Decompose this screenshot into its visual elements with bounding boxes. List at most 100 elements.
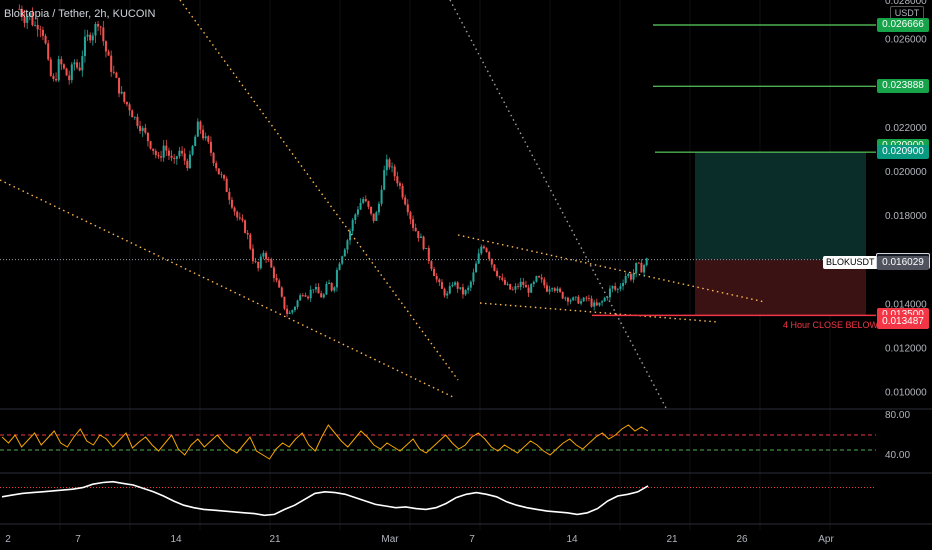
candle-body: [102, 27, 105, 42]
candle-body: [320, 293, 323, 298]
candle-body: [543, 279, 546, 286]
candle-body: [241, 218, 244, 221]
candle-body: [26, 16, 29, 23]
price-tick-label: 0.018000: [885, 211, 927, 222]
candle-body: [614, 285, 617, 290]
candle-body: [577, 296, 580, 304]
candle-body: [39, 29, 42, 31]
candle-body: [28, 12, 31, 17]
candle-body: [519, 281, 522, 288]
candle-body: [196, 121, 199, 137]
candle-body: [288, 312, 291, 314]
candle-body: [561, 291, 564, 299]
candle-body: [409, 212, 412, 220]
candle-body: [204, 136, 207, 139]
candle-body: [514, 286, 517, 290]
candle-body: [104, 41, 107, 52]
candle-body: [144, 127, 147, 133]
candle-body: [393, 166, 396, 177]
price-badge: 0.013487: [877, 314, 929, 329]
price-tick-label: 0.020000: [885, 167, 927, 178]
candle-body: [249, 234, 252, 249]
candle-body: [131, 110, 134, 118]
candle-body: [170, 155, 173, 158]
candle-body: [160, 156, 163, 158]
candle-body: [637, 262, 640, 264]
candle-body: [475, 263, 478, 273]
candle-body: [152, 148, 155, 151]
candle-body: [598, 302, 601, 306]
candle-body: [635, 262, 638, 274]
candle-body: [643, 265, 646, 273]
candle-body: [89, 34, 92, 41]
candle-body: [115, 72, 118, 78]
candle-body: [73, 62, 76, 65]
candle-body: [574, 296, 577, 298]
candle-body: [309, 289, 312, 299]
candle-body: [97, 23, 100, 27]
candle-body: [110, 55, 113, 72]
descending-support-line: [0, 179, 454, 398]
candle-body: [254, 261, 257, 262]
candle-body: [459, 287, 462, 289]
candle-body: [188, 154, 191, 169]
candle-body: [291, 310, 294, 313]
date-tick-label: Apr: [818, 534, 834, 545]
candle-body: [430, 261, 433, 269]
date-tick-label: 21: [269, 534, 281, 545]
candle-body: [272, 267, 275, 278]
candle-body: [47, 43, 50, 60]
candle-body: [517, 286, 520, 288]
candle-body: [18, 8, 21, 10]
candle-body: [388, 159, 391, 168]
candle-body: [608, 288, 611, 298]
candle-body: [469, 281, 472, 288]
candle-body: [299, 295, 302, 301]
candle-body: [23, 16, 26, 23]
candle-body: [296, 300, 299, 307]
candle-body: [556, 288, 559, 291]
candle-body: [238, 217, 241, 219]
date-tick-label: 7: [75, 534, 81, 545]
candle-body: [60, 59, 63, 65]
candle-body: [157, 155, 160, 157]
candle-body: [335, 269, 338, 288]
candle-body: [446, 293, 449, 296]
symbol-badge: BLOKUSDT: [823, 256, 878, 269]
candle-body: [354, 214, 357, 220]
candle-body: [551, 288, 554, 290]
candle-body: [278, 280, 281, 288]
candle-body: [286, 308, 289, 314]
candle-body: [31, 12, 34, 26]
candle-body: [217, 168, 220, 175]
candle-body: [545, 285, 548, 292]
price-tick-label: 0.014000: [885, 299, 927, 310]
candle-body: [632, 273, 635, 280]
candle-body: [351, 219, 354, 231]
candle-body: [199, 121, 202, 130]
candle-body: [34, 24, 37, 26]
candle-body: [36, 24, 39, 30]
candle-body: [139, 125, 142, 131]
candle-body: [49, 59, 52, 76]
candle-body: [532, 281, 535, 285]
candle-body: [370, 206, 373, 214]
candle-body: [314, 286, 317, 290]
candle-body: [524, 284, 527, 288]
candle-body: [146, 132, 149, 142]
candle-body: [401, 185, 404, 198]
price-badge: 0.026666: [877, 18, 929, 32]
oscillator-panel: [0, 472, 932, 525]
candle-body: [362, 199, 365, 203]
candle-body: [81, 56, 84, 71]
candle-body: [498, 276, 501, 278]
candle-body: [233, 207, 236, 212]
candle-body: [62, 64, 65, 69]
candle-body: [490, 258, 493, 265]
candle-body: [364, 199, 367, 202]
candle-body: [540, 277, 543, 280]
candle-body: [70, 64, 73, 81]
wedge-lower-line: [479, 302, 719, 323]
